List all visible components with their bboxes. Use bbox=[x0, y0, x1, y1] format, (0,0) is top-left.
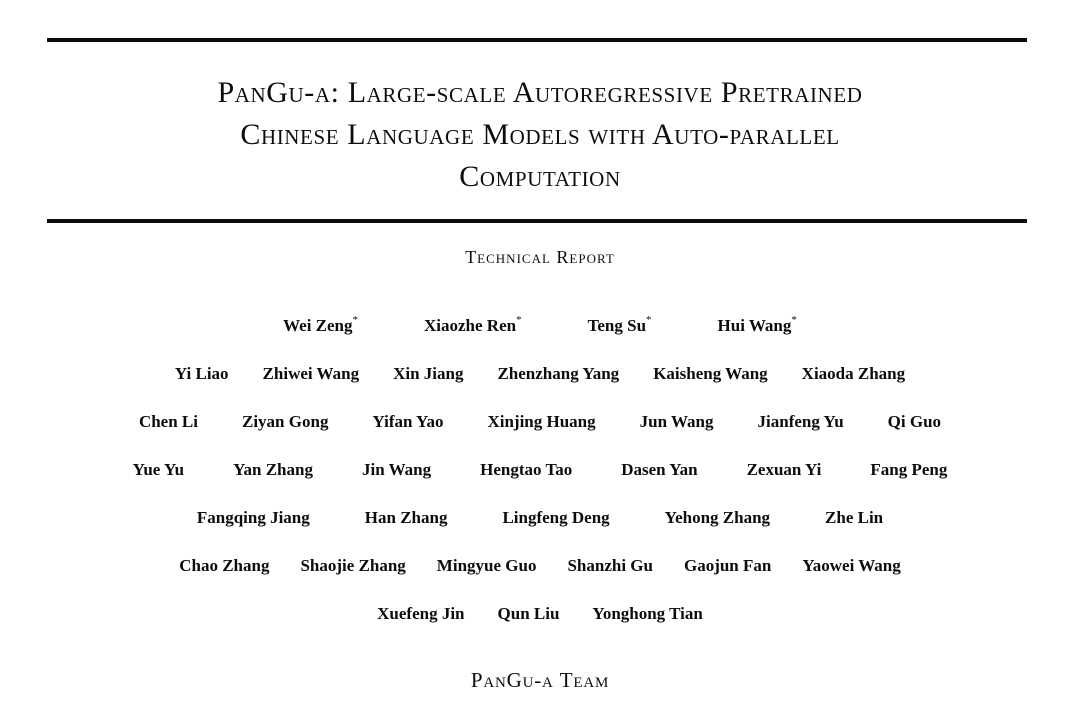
author-name: Hui Wang* bbox=[717, 314, 797, 335]
author-name: Fangqing Jiang bbox=[196, 508, 310, 527]
report-type-label: Technical Report bbox=[465, 247, 615, 267]
author-name: Teng Su* bbox=[587, 314, 652, 335]
author-row: Yi Liao Zhiwei Wang Xin Jiang Zhenzhang Yan… bbox=[0, 350, 1080, 398]
author-name: Qun Liu bbox=[497, 604, 560, 623]
author-name: Xuefeng Jin bbox=[377, 604, 465, 623]
author-name: Han Zhang bbox=[364, 508, 448, 527]
author-name: Xinjing Huang bbox=[487, 412, 596, 431]
title-line-1: PanGu-α: Large-scale Autoregressive Pret… bbox=[217, 76, 863, 109]
paper-title: PanGu-α: Large-scale Autoregressive Pret… bbox=[60, 72, 1020, 198]
author-name: Jianfeng Yu bbox=[757, 412, 844, 431]
author-name: Chao Zhang bbox=[179, 556, 270, 575]
author-name: Chen Li bbox=[138, 412, 198, 431]
author-name: Kaisheng Wang bbox=[653, 364, 768, 383]
author-name: Yaowei Wang bbox=[802, 556, 901, 575]
author-row: Fangqing Jiang Han Zhang Lingfeng Deng Yeho… bbox=[0, 494, 1080, 542]
author-name: Xiaoda Zhang bbox=[801, 364, 906, 383]
author-name: Xin Jiang bbox=[393, 364, 464, 383]
author-name: Qi Guo bbox=[887, 412, 942, 431]
title-line-2: Chinese Language Models with Auto-parall… bbox=[240, 118, 840, 151]
top-rule bbox=[47, 38, 1027, 42]
author-name: Shaojie Zhang bbox=[300, 556, 406, 575]
title-line-3: Computation bbox=[459, 160, 621, 193]
author-name: Yifan Yao bbox=[372, 412, 444, 431]
equal-contribution-mark: * bbox=[516, 314, 522, 327]
author-row: Wei Zeng* Xiaozhe Ren* Teng Su* Hui Wang* bbox=[0, 302, 1080, 350]
author-name: Yi Liao bbox=[174, 364, 229, 383]
author-name: Fang Peng bbox=[870, 460, 948, 479]
author-name: Yue Yu bbox=[132, 460, 185, 479]
author-row: Chen Li Ziyan Gong Yifan Yao Xinjing Huang J… bbox=[0, 398, 1080, 446]
author-name: Gaojun Fan bbox=[683, 556, 772, 575]
author-name: Shanzhi Gu bbox=[567, 556, 653, 575]
author-name: Xiaozhe Ren* bbox=[424, 314, 522, 335]
author-name: Wei Zeng* bbox=[283, 314, 359, 335]
team-label: PanGu-α Team bbox=[470, 668, 610, 692]
author-name: Zhe Lin bbox=[825, 508, 884, 527]
equal-contribution-mark: * bbox=[791, 314, 797, 327]
equal-contribution-mark: * bbox=[646, 314, 652, 327]
author-name: Hengtao Tao bbox=[480, 460, 573, 479]
author-name: Jin Wang bbox=[361, 460, 432, 479]
author-block: Wei Zeng* Xiaozhe Ren* Teng Su* Hui Wang* Yi… bbox=[0, 302, 1080, 638]
author-name: Jun Wang bbox=[639, 412, 714, 431]
author-name: Mingyue Guo bbox=[436, 556, 537, 575]
bottom-rule bbox=[47, 219, 1027, 223]
author-name: Ziyan Gong bbox=[242, 412, 329, 431]
author-row: Yue Yu Yan Zhang Jin Wang Hengtao Tao Dasen … bbox=[0, 446, 1080, 494]
author-name: Dasen Yan bbox=[621, 460, 698, 479]
equal-contribution-mark: * bbox=[352, 314, 359, 327]
author-name: Yonghong Tian bbox=[592, 604, 703, 623]
author-name: Zhiwei Wang bbox=[262, 364, 360, 383]
author-row: Xuefeng Jin Qun Liu Yonghong Tian bbox=[0, 590, 1080, 638]
author-name: Lingfeng Deng bbox=[502, 508, 610, 527]
author-name: Yan Zhang bbox=[233, 460, 313, 479]
author-name: Zexuan Yi bbox=[746, 460, 822, 479]
author-row: Chao Zhang Shaojie Zhang Mingyue Guo Shanzh… bbox=[0, 542, 1080, 590]
author-name: Yehong Zhang bbox=[664, 508, 771, 527]
author-name: Zhenzhang Yang bbox=[497, 364, 620, 383]
